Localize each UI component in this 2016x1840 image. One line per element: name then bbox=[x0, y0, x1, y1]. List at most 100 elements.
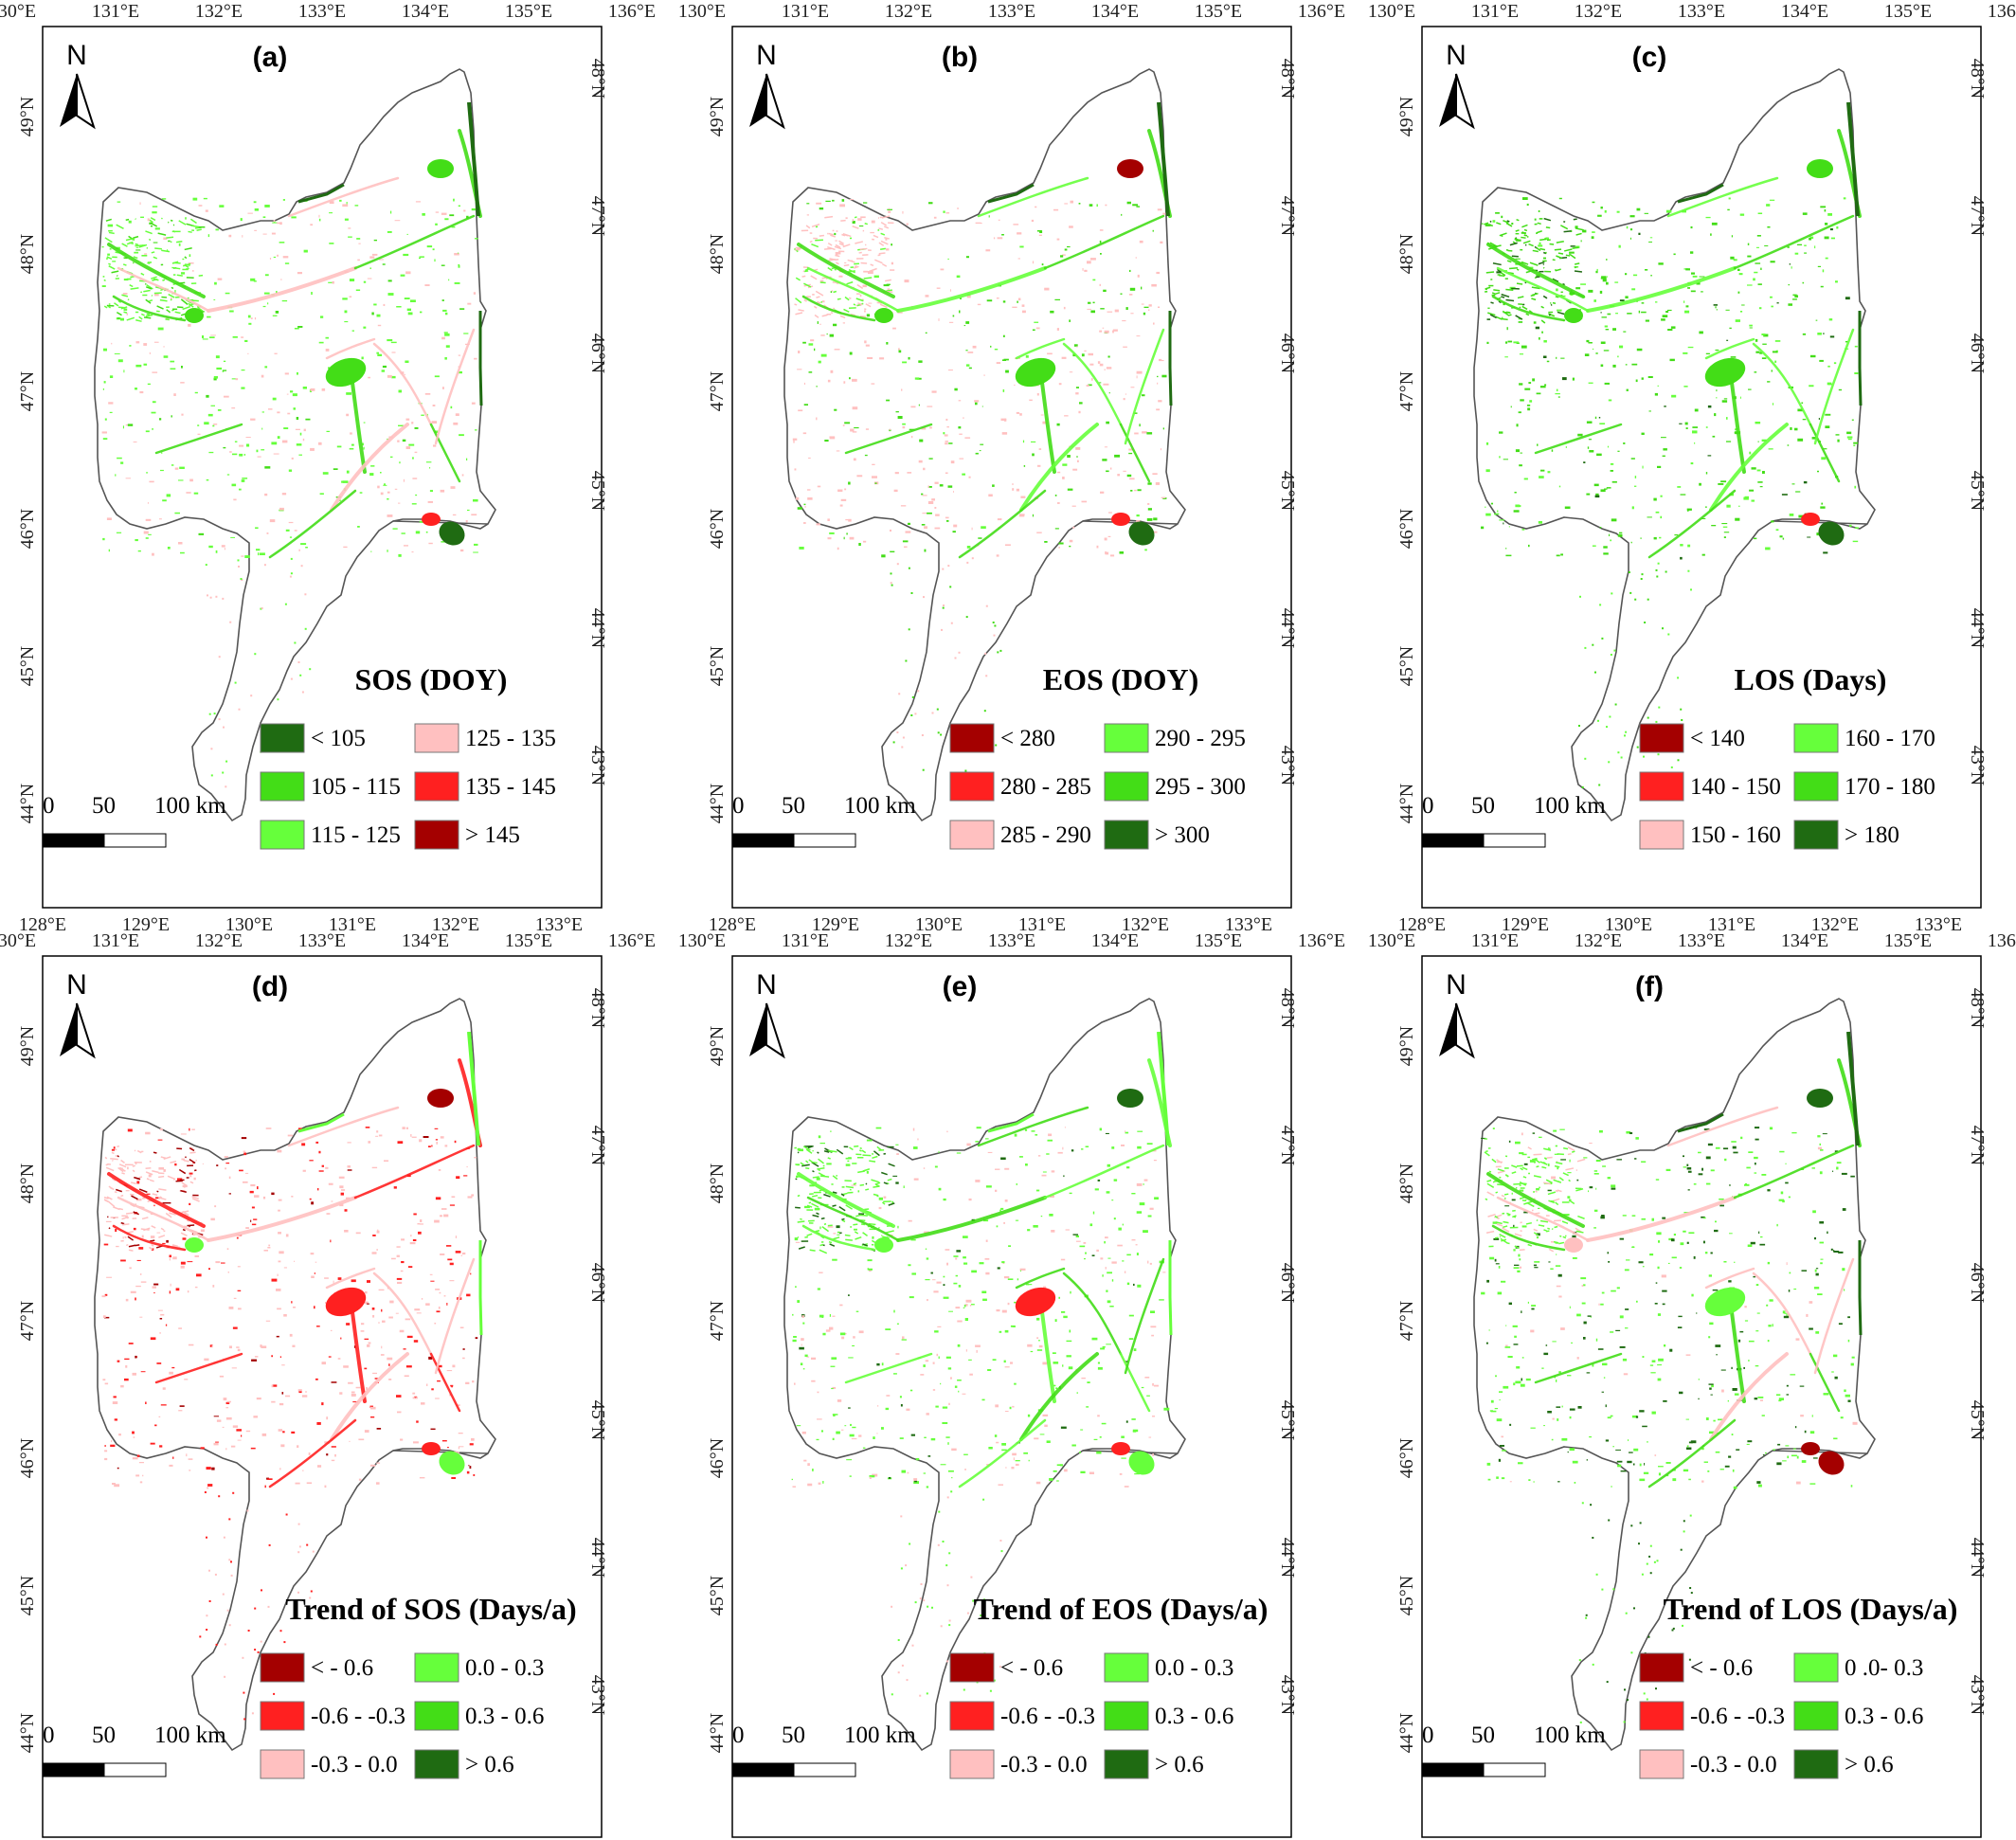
bottom-tick-label: 129°E bbox=[812, 914, 859, 935]
right-tick-label: 44°N bbox=[1277, 608, 1298, 648]
legend-swatch bbox=[1793, 820, 1839, 850]
right-tick-label: 46°N bbox=[1277, 334, 1298, 373]
bottom-tick-label: 129°E bbox=[1502, 914, 1549, 935]
legend-label: 125 - 135 bbox=[465, 726, 556, 751]
scale-label: 0 bbox=[732, 793, 745, 819]
right-tick-label: 47°N bbox=[1967, 196, 1988, 236]
top-tick-label: 136°E bbox=[1298, 930, 1345, 951]
bottom-tick-label: 133°E bbox=[1915, 914, 1962, 935]
legend-swatch bbox=[260, 771, 305, 802]
bottom-tick-label: 131°E bbox=[1708, 914, 1755, 935]
legend-item: < - 0.6 bbox=[949, 1652, 1063, 1683]
top-tick-label: 135°E bbox=[1884, 1, 1932, 22]
river-corridors bbox=[107, 101, 483, 559]
legend-label: 135 - 145 bbox=[465, 774, 556, 800]
legend-swatch bbox=[260, 820, 305, 850]
top-tick-label: 133°E bbox=[1678, 930, 1725, 951]
legend-item: 115 - 125 bbox=[260, 820, 401, 850]
right-tick-label: 44°N bbox=[1967, 608, 1988, 648]
panel-label: (e) bbox=[943, 971, 978, 1002]
right-tick-label: 43°N bbox=[1277, 746, 1298, 785]
right-tick-label: 44°N bbox=[1277, 1538, 1298, 1578]
legend-item: 280 - 285 bbox=[949, 771, 1091, 802]
top-tick-label: 133°E bbox=[298, 930, 346, 951]
legend-label: 0.0 - 0.3 bbox=[1155, 1655, 1233, 1681]
right-tick-label: 43°N bbox=[1967, 1675, 1988, 1715]
left-tick-label: 49°N bbox=[17, 97, 38, 136]
bottom-tick-label: 130°E bbox=[1605, 914, 1652, 935]
scale-label: 50 bbox=[1471, 1723, 1495, 1748]
scale-label: 100 km bbox=[154, 1723, 226, 1748]
legend: Trend of EOS (Days/a) < - 0.6 -0.6 - -0.3 -… bbox=[949, 1592, 1268, 1779]
legend-label: < - 0.6 bbox=[311, 1655, 373, 1681]
left-tick-label: 49°N bbox=[1396, 97, 1417, 136]
legend-label: 160 - 170 bbox=[1845, 726, 1935, 751]
top-tick-label: 133°E bbox=[988, 930, 1035, 951]
legend-item: 170 - 180 bbox=[1793, 771, 1935, 802]
top-tick-label: 130°E bbox=[678, 1, 726, 22]
legend-title: Trend of SOS (Days/a) bbox=[285, 1592, 576, 1626]
top-tick-label: 134°E bbox=[402, 1, 449, 22]
legend-swatch bbox=[949, 1701, 995, 1731]
legend-title: LOS (Days) bbox=[1735, 662, 1887, 696]
legend: EOS (DOY) < 280 280 - 285 285 - 290 290 - 29… bbox=[949, 662, 1246, 850]
legend-swatch bbox=[1104, 771, 1149, 802]
top-tick-label: 133°E bbox=[298, 1, 346, 22]
left-tick-label: 48°N bbox=[17, 1164, 38, 1203]
top-tick-label: 134°E bbox=[1091, 1, 1139, 22]
legend-item: > 0.6 bbox=[1104, 1749, 1204, 1779]
legend-label: 0.3 - 0.6 bbox=[465, 1704, 544, 1729]
scale-label: 100 km bbox=[1534, 1723, 1606, 1748]
legend-item: 135 - 145 bbox=[414, 771, 556, 802]
legend-item: 0 .0- 0.3 bbox=[1793, 1652, 1923, 1683]
top-tick-label: 132°E bbox=[1575, 930, 1622, 951]
legend-item: 0.3 - 0.6 bbox=[414, 1701, 544, 1731]
top-tick-label: 132°E bbox=[195, 1, 243, 22]
legend-item: -0.3 - 0.0 bbox=[949, 1749, 1088, 1779]
legend-swatch bbox=[1104, 1652, 1149, 1683]
legend-swatch bbox=[260, 1701, 305, 1731]
top-tick-label: 130°E bbox=[0, 930, 36, 951]
vegetation-pixels bbox=[101, 197, 478, 796]
left-tick-label: 44°N bbox=[17, 784, 38, 823]
right-tick-label: 44°N bbox=[1967, 1538, 1988, 1578]
legend-swatch bbox=[1793, 1652, 1839, 1683]
right-tick-label: 43°N bbox=[1967, 746, 1988, 785]
bottom-tick-label: 132°E bbox=[1811, 914, 1859, 935]
right-tick-label: 43°N bbox=[1277, 1675, 1298, 1715]
legend: SOS (DOY) < 105 105 - 115 115 - 125 125 - 13… bbox=[260, 662, 556, 850]
legend-item: 160 - 170 bbox=[1793, 723, 1935, 753]
right-tick-label: 46°N bbox=[587, 334, 608, 373]
top-tick-label: 132°E bbox=[885, 1, 932, 22]
legend-swatch bbox=[414, 820, 459, 850]
right-tick-label: 45°N bbox=[1967, 471, 1988, 511]
north-label: N bbox=[756, 969, 777, 1001]
legend-swatch bbox=[1793, 1749, 1839, 1779]
graticule-labels: 130°E131°E132°E133°E134°E135°E136°E128°E… bbox=[1368, 930, 2016, 1753]
right-tick-label: 45°N bbox=[587, 1400, 608, 1440]
panel-label: (c) bbox=[1632, 42, 1667, 73]
legend-swatch bbox=[949, 1652, 995, 1683]
legend-label: 150 - 160 bbox=[1690, 822, 1781, 848]
legend-item: > 0.6 bbox=[1793, 1749, 1894, 1779]
legend-swatch bbox=[1793, 771, 1839, 802]
scale-label: 50 bbox=[782, 793, 805, 819]
panel-label: (d) bbox=[252, 971, 288, 1002]
legend-label: 0.3 - 0.6 bbox=[1845, 1704, 1923, 1729]
top-tick-label: 134°E bbox=[1091, 930, 1139, 951]
top-tick-label: 135°E bbox=[1195, 930, 1242, 951]
legend-swatch bbox=[414, 771, 459, 802]
legend-label: > 0.6 bbox=[465, 1752, 514, 1777]
legend-label: > 0.6 bbox=[1155, 1752, 1204, 1777]
bottom-tick-label: 133°E bbox=[535, 914, 583, 935]
legend-item: 0.0 - 0.3 bbox=[1104, 1652, 1233, 1683]
legend-item: -0.6 - -0.3 bbox=[1639, 1701, 1785, 1731]
legend-item: 125 - 135 bbox=[414, 723, 556, 753]
scale-label: 0 bbox=[1422, 793, 1434, 819]
left-tick-label: 45°N bbox=[707, 646, 728, 686]
bottom-tick-label: 128°E bbox=[19, 914, 66, 935]
legend-label: -0.3 - 0.0 bbox=[1690, 1752, 1777, 1777]
vegetation-pixels bbox=[792, 199, 1168, 786]
right-tick-label: 48°N bbox=[1967, 988, 1988, 1028]
